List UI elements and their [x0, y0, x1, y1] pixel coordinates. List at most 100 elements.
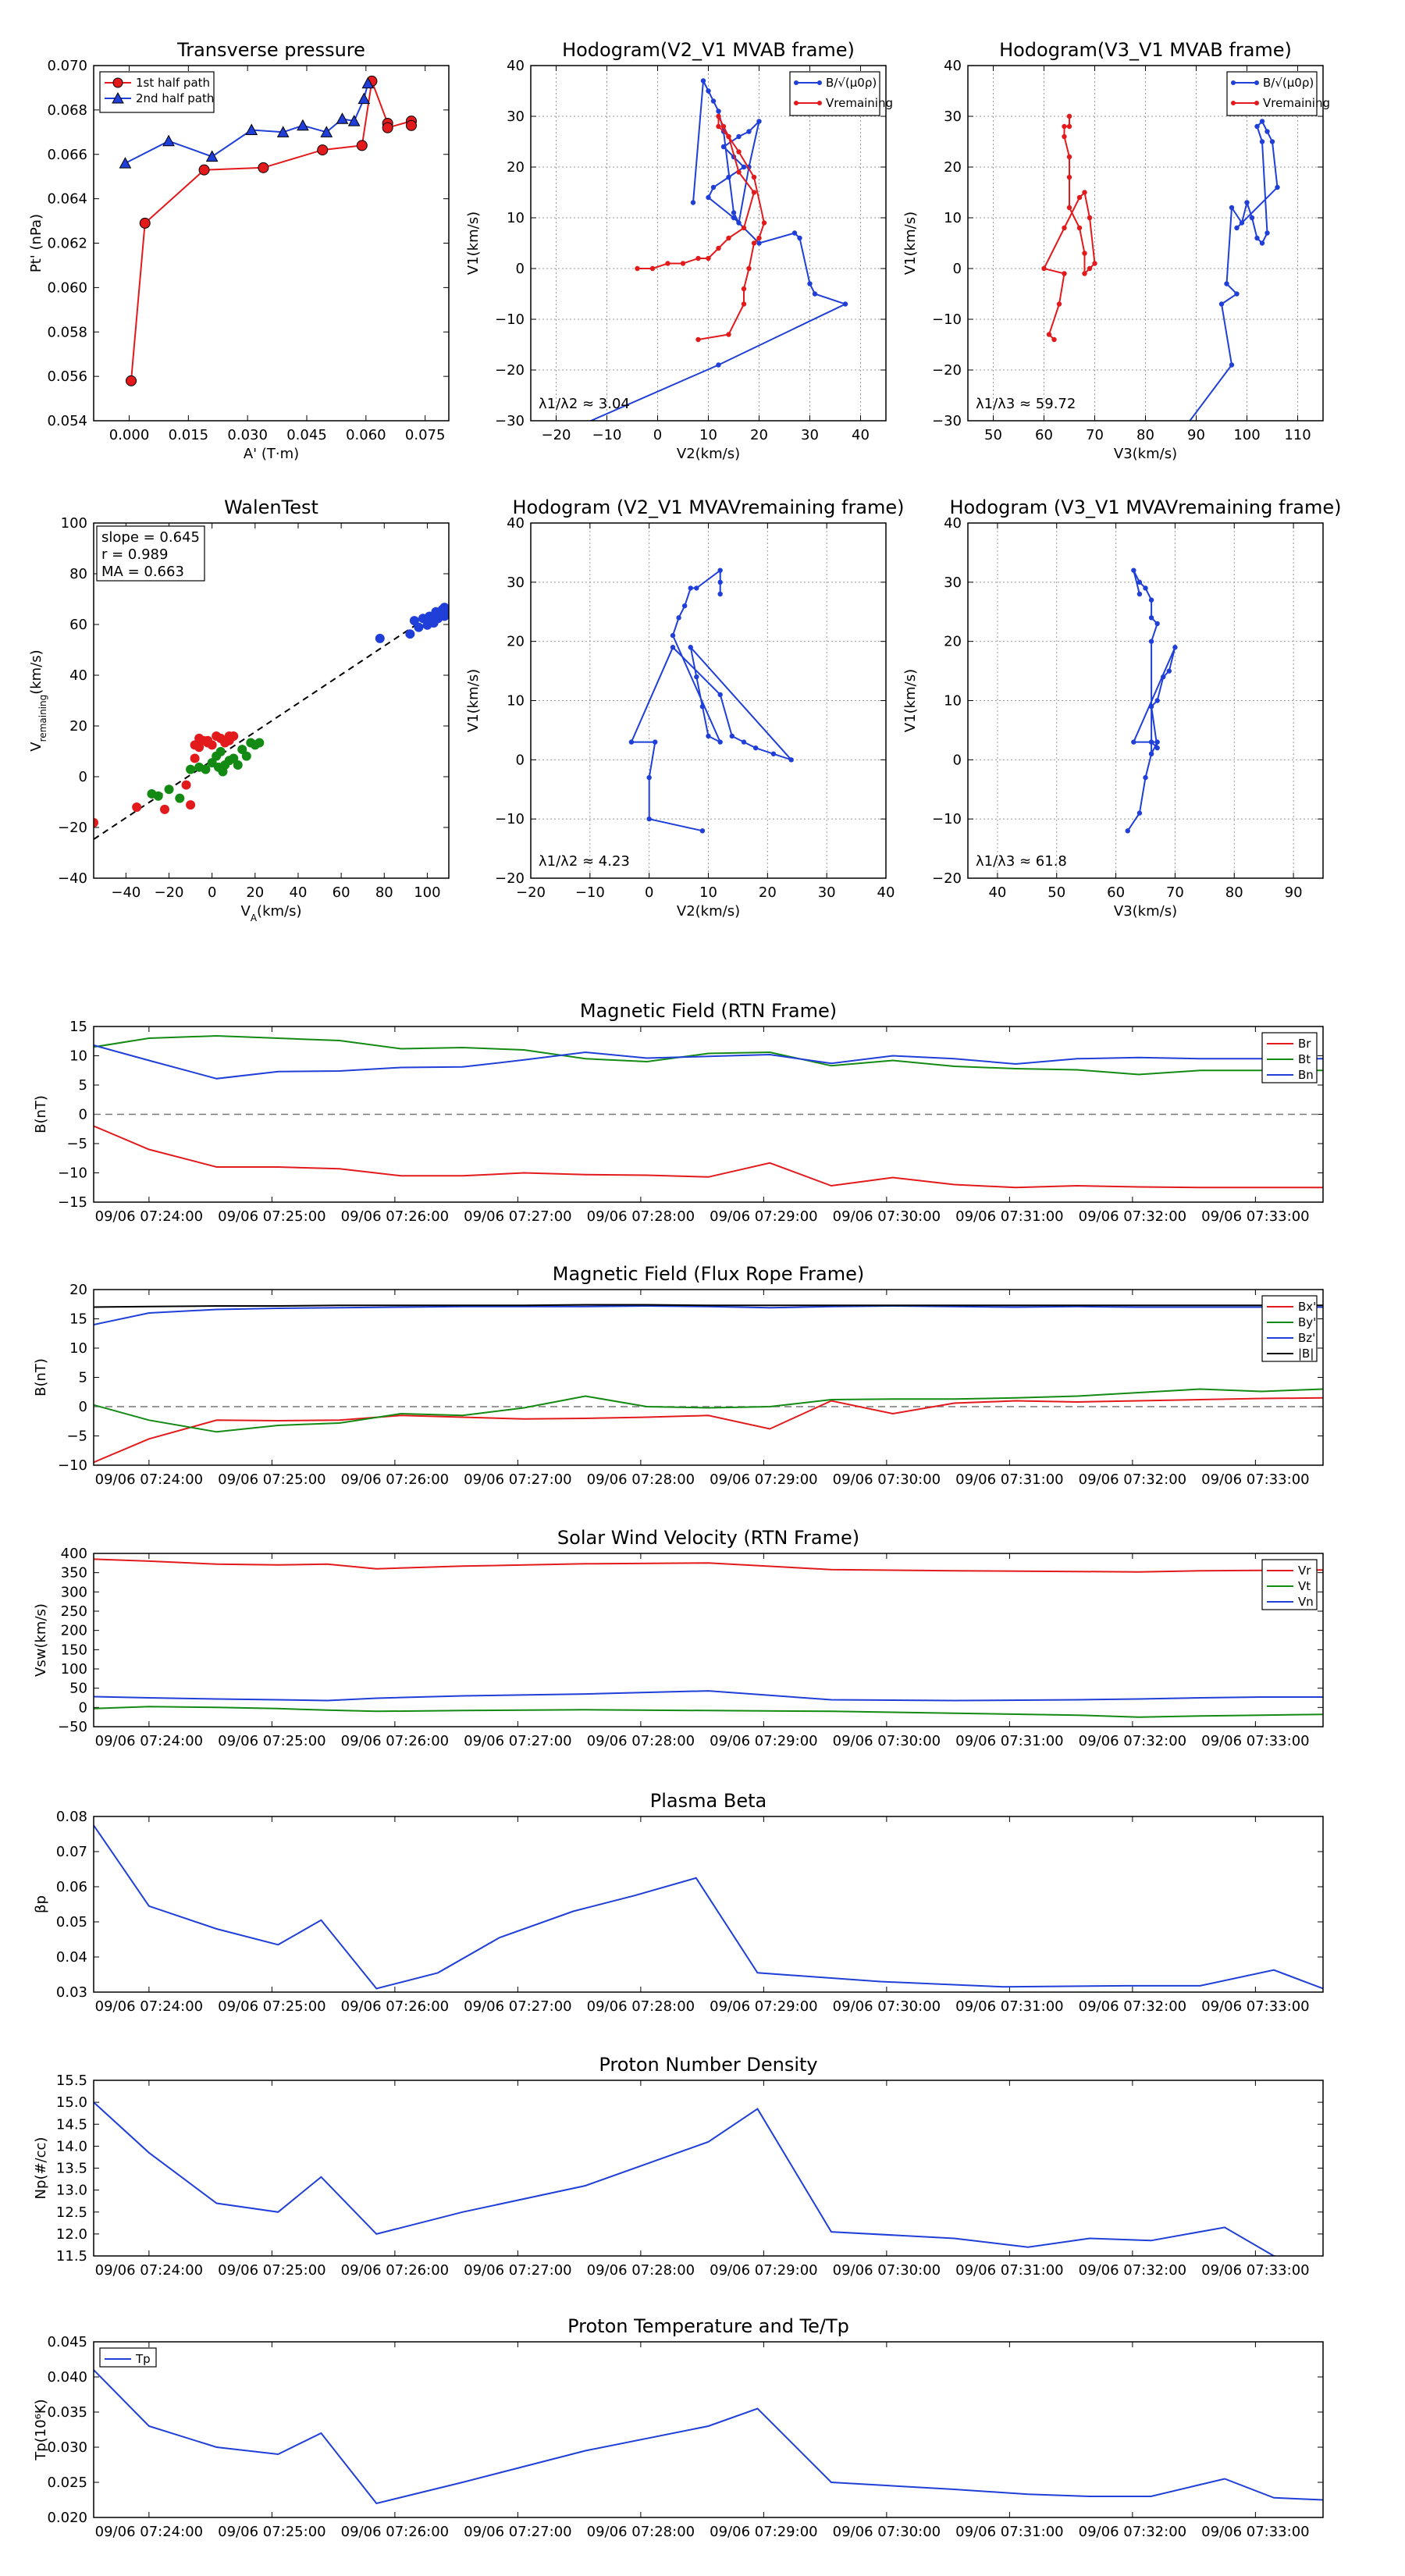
data-point [1148, 751, 1154, 756]
data-point [729, 733, 735, 739]
y-tick-label: 0.062 [47, 236, 87, 252]
x-tick-label: 09/06 07:27:00 [464, 2262, 571, 2279]
y-tick-label: 0.03 [56, 1984, 87, 2001]
legend-marker [1254, 101, 1259, 105]
data-point [706, 255, 711, 262]
x-tick-label: 09/06 07:32:00 [1079, 1998, 1186, 2015]
x-tick-label: 09/06 07:30:00 [833, 1208, 941, 1225]
data-point [1076, 194, 1083, 201]
x-tick-label: 09/06 07:26:00 [341, 1733, 449, 1749]
y-tick-label: 10 [944, 693, 962, 710]
data-point [1148, 739, 1154, 745]
x-tick-label: 0 [645, 884, 653, 901]
proton-number-density-panel: Proton Number Density 11.5 12.0 12.5 13.0 13.… [33, 2054, 1324, 2279]
data-point [1275, 184, 1280, 190]
legend: B/√(μ0ρ) Vremaining [1226, 71, 1330, 116]
legend-label: Tp [135, 2352, 151, 2366]
data-point [741, 739, 747, 745]
plot-frame [530, 522, 887, 879]
legend-marker [1231, 80, 1236, 85]
legend-marker [817, 101, 822, 105]
x-tick-label: 09/06 07:25:00 [218, 1208, 325, 1225]
legend-label: Vt [1298, 1579, 1311, 1593]
x-axis-label: V3(km/s) [1114, 903, 1177, 920]
data-point [653, 739, 658, 745]
data-point [1148, 597, 1154, 603]
data-point [717, 739, 723, 745]
data-point [812, 291, 818, 297]
series-line-1st half path [130, 77, 412, 381]
plot-area [94, 1034, 1323, 1189]
data-point [1166, 668, 1172, 674]
x-tick-label: −20 [542, 427, 571, 443]
data-point [1259, 119, 1265, 124]
data-point [741, 164, 747, 170]
x-tick-label: 09/06 07:31:00 [955, 2262, 1063, 2279]
x-tick-label: 50 [984, 427, 1002, 443]
data-point [688, 585, 693, 591]
data-point [153, 791, 163, 801]
x-tick-label: 09/06 07:28:00 [587, 2524, 695, 2540]
x-axis-label: V3(km/s) [1114, 446, 1177, 462]
data-point [694, 585, 699, 591]
x-tick-label: −20 [155, 884, 184, 901]
data-point [205, 150, 219, 162]
plot-frame [93, 2341, 1324, 2518]
x-tick-label: 09/06 07:33:00 [1201, 1208, 1309, 1225]
x-tick-label: 09/06 07:28:00 [587, 1471, 695, 1488]
y-tick-label: 5 [79, 1370, 87, 1386]
data-point [132, 802, 142, 812]
data-point [1062, 271, 1067, 276]
chart-title: WalenTest [224, 496, 318, 518]
x-tick-label: 09/06 07:27:00 [464, 1998, 571, 2015]
data-point [190, 740, 200, 750]
legend: B/√(μ0ρ) Vremaining [789, 71, 893, 116]
chart-title: Hodogram(V2_V1 MVAB frame) [562, 39, 855, 61]
y-tick-label: 0.058 [47, 324, 87, 340]
data-point [1092, 261, 1097, 266]
y-tick-label: 0.06 [56, 1879, 87, 1895]
data-point [726, 133, 731, 140]
data-point [751, 240, 757, 246]
data-point [162, 134, 175, 147]
x-tick-label: 09/06 07:29:00 [710, 2524, 817, 2540]
eigenvalue-ratio: λ1/λ2 ≈ 3.04 [539, 396, 630, 412]
x-tick-label: 09/06 07:28:00 [587, 1733, 695, 1749]
data-point [716, 113, 721, 119]
y-tick-label: −20 [932, 362, 962, 379]
x-tick-label: 09/06 07:24:00 [95, 1998, 203, 2015]
data-point [717, 568, 723, 573]
y-tick-label: 0.068 [47, 102, 87, 119]
y-axis-label: βp [33, 1895, 49, 1913]
x-tick-label: 80 [1225, 884, 1243, 901]
x-tick-label: 09/06 07:29:00 [710, 1471, 817, 1488]
series-line-Bx' [94, 1397, 1323, 1464]
y-tick-label: 0.030 [47, 2439, 87, 2456]
data-point [241, 751, 251, 761]
legend-marker [112, 77, 123, 88]
eigenvalue-ratio: λ1/λ2 ≈ 4.23 [539, 853, 630, 870]
series-line-B/√(μ0ρ) [1189, 119, 1279, 421]
y-tick-label: 100 [61, 1661, 87, 1678]
data-point [198, 164, 210, 176]
data-point [731, 215, 737, 221]
data-point [1148, 615, 1154, 621]
chart-title: Transverse pressure [176, 39, 365, 61]
chart-title: Proton Temperature and Te/Tp [567, 2315, 849, 2337]
data-point [699, 703, 706, 710]
x-tick-label: 09/06 07:26:00 [341, 1208, 449, 1225]
x-tick-label: 09/06 07:30:00 [833, 2262, 941, 2279]
data-point [203, 738, 213, 748]
x-tick-label: 09/06 07:33:00 [1201, 2262, 1309, 2279]
plot-frame [93, 1553, 1324, 1727]
y-tick-label: 0 [79, 1399, 87, 1415]
x-tick-label: 09/06 07:33:00 [1201, 1733, 1309, 1749]
x-tick-label: 09/06 07:28:00 [587, 2262, 695, 2279]
data-point [1234, 291, 1240, 297]
y-axis-label: V1(km/s) [465, 212, 482, 275]
plot-frame [93, 1816, 1324, 1993]
x-tick-label: 0 [653, 427, 662, 443]
legend-box [99, 2347, 157, 2368]
series-line-Bz' [94, 1304, 1323, 1325]
